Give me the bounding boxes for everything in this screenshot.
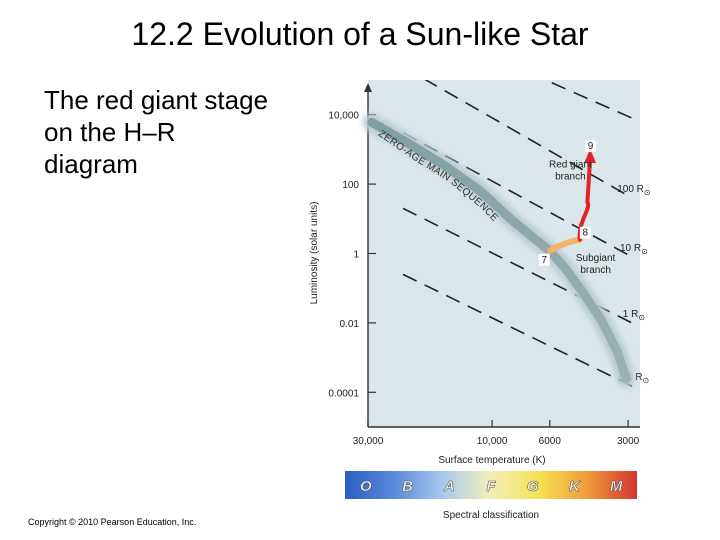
- radius-label: 10 R⊙: [620, 243, 648, 256]
- stage-label-bg: [585, 139, 597, 152]
- x-tick-label: 6000: [539, 436, 562, 447]
- axis-ticks: 10,000 100 1 0.01 0.0001 30,000 10,000 6000 3000: [328, 111, 639, 447]
- copyright-text: Copyright © 2010 Pearson Education, Inc.: [28, 517, 197, 527]
- spectral-class-letter: O: [360, 478, 372, 495]
- y-tick-label: 0.0001: [328, 388, 359, 399]
- sun-symbol: ⊙: [644, 188, 650, 197]
- spectral-class-letter: B: [402, 478, 413, 495]
- stage-number: 8: [583, 228, 589, 239]
- annotation-line: branch: [555, 172, 586, 183]
- spectral-class-letter: F: [486, 478, 496, 495]
- spectral-class-letter: K: [569, 478, 581, 495]
- stage-label-bg: [579, 226, 591, 239]
- y-tick-label: 0.01: [340, 319, 360, 330]
- stage-number: 9: [588, 141, 594, 152]
- x-axis-label: Surface temperature (K): [438, 455, 545, 466]
- radius-line: [402, 132, 633, 258]
- x-tick-label: 3000: [617, 436, 640, 447]
- x-tick-label: 30,000: [353, 436, 384, 447]
- stage-number: 7: [542, 255, 548, 266]
- stage-label-bg: [538, 253, 550, 266]
- spectral-class-letter: M: [610, 478, 623, 495]
- red-giant-arrowhead: [584, 148, 597, 163]
- sun-symbol: ⊙: [643, 376, 650, 385]
- radius-line: [424, 80, 633, 199]
- spectral-class-letter: A: [443, 478, 455, 495]
- annotation-line: Subgiant: [576, 253, 616, 264]
- red-giant-branch-label: Red giant branch: [549, 160, 592, 183]
- hr-diagram-chart: 10,000 100 1 0.01 0.0001 30,000 10,000 6000 3000…: [309, 80, 650, 521]
- y-tick-label: 1: [353, 250, 359, 261]
- x-tick-label: 10,000: [477, 436, 508, 447]
- annotation-line: Red giant: [549, 160, 592, 171]
- spectral-class-letter: G: [527, 478, 539, 495]
- radius-line: [402, 273, 633, 387]
- y-tick-label: 100: [342, 180, 359, 191]
- track-red-giant: [577, 156, 593, 242]
- spectral-gradient: [345, 471, 637, 499]
- slide-title: 12.2 Evolution of a Sun-like Star: [131, 16, 589, 52]
- subgiant-branch-label: Subgiant branch: [576, 253, 616, 276]
- main-sequence-line: [367, 117, 631, 383]
- slide-body-text: The red giant stage on the H–R diagram: [44, 85, 269, 179]
- radius-label: 100 R⊙: [617, 184, 650, 197]
- sun-symbol: ⊙: [638, 313, 645, 322]
- y-axis-arrow: [364, 83, 372, 92]
- sun-symbol: ⊙: [641, 247, 648, 256]
- y-tick-label: 10,000: [328, 111, 359, 122]
- radius-line: [402, 207, 633, 324]
- spectral-label: Spectral classification: [443, 510, 539, 521]
- radius-label: 1 R⊙: [623, 309, 645, 322]
- evolution-tracks: [546, 148, 597, 254]
- y-axis-label: Luminosity (solar units): [309, 202, 320, 305]
- annotation-line: branch: [580, 265, 611, 276]
- track-subgiant: [546, 236, 583, 254]
